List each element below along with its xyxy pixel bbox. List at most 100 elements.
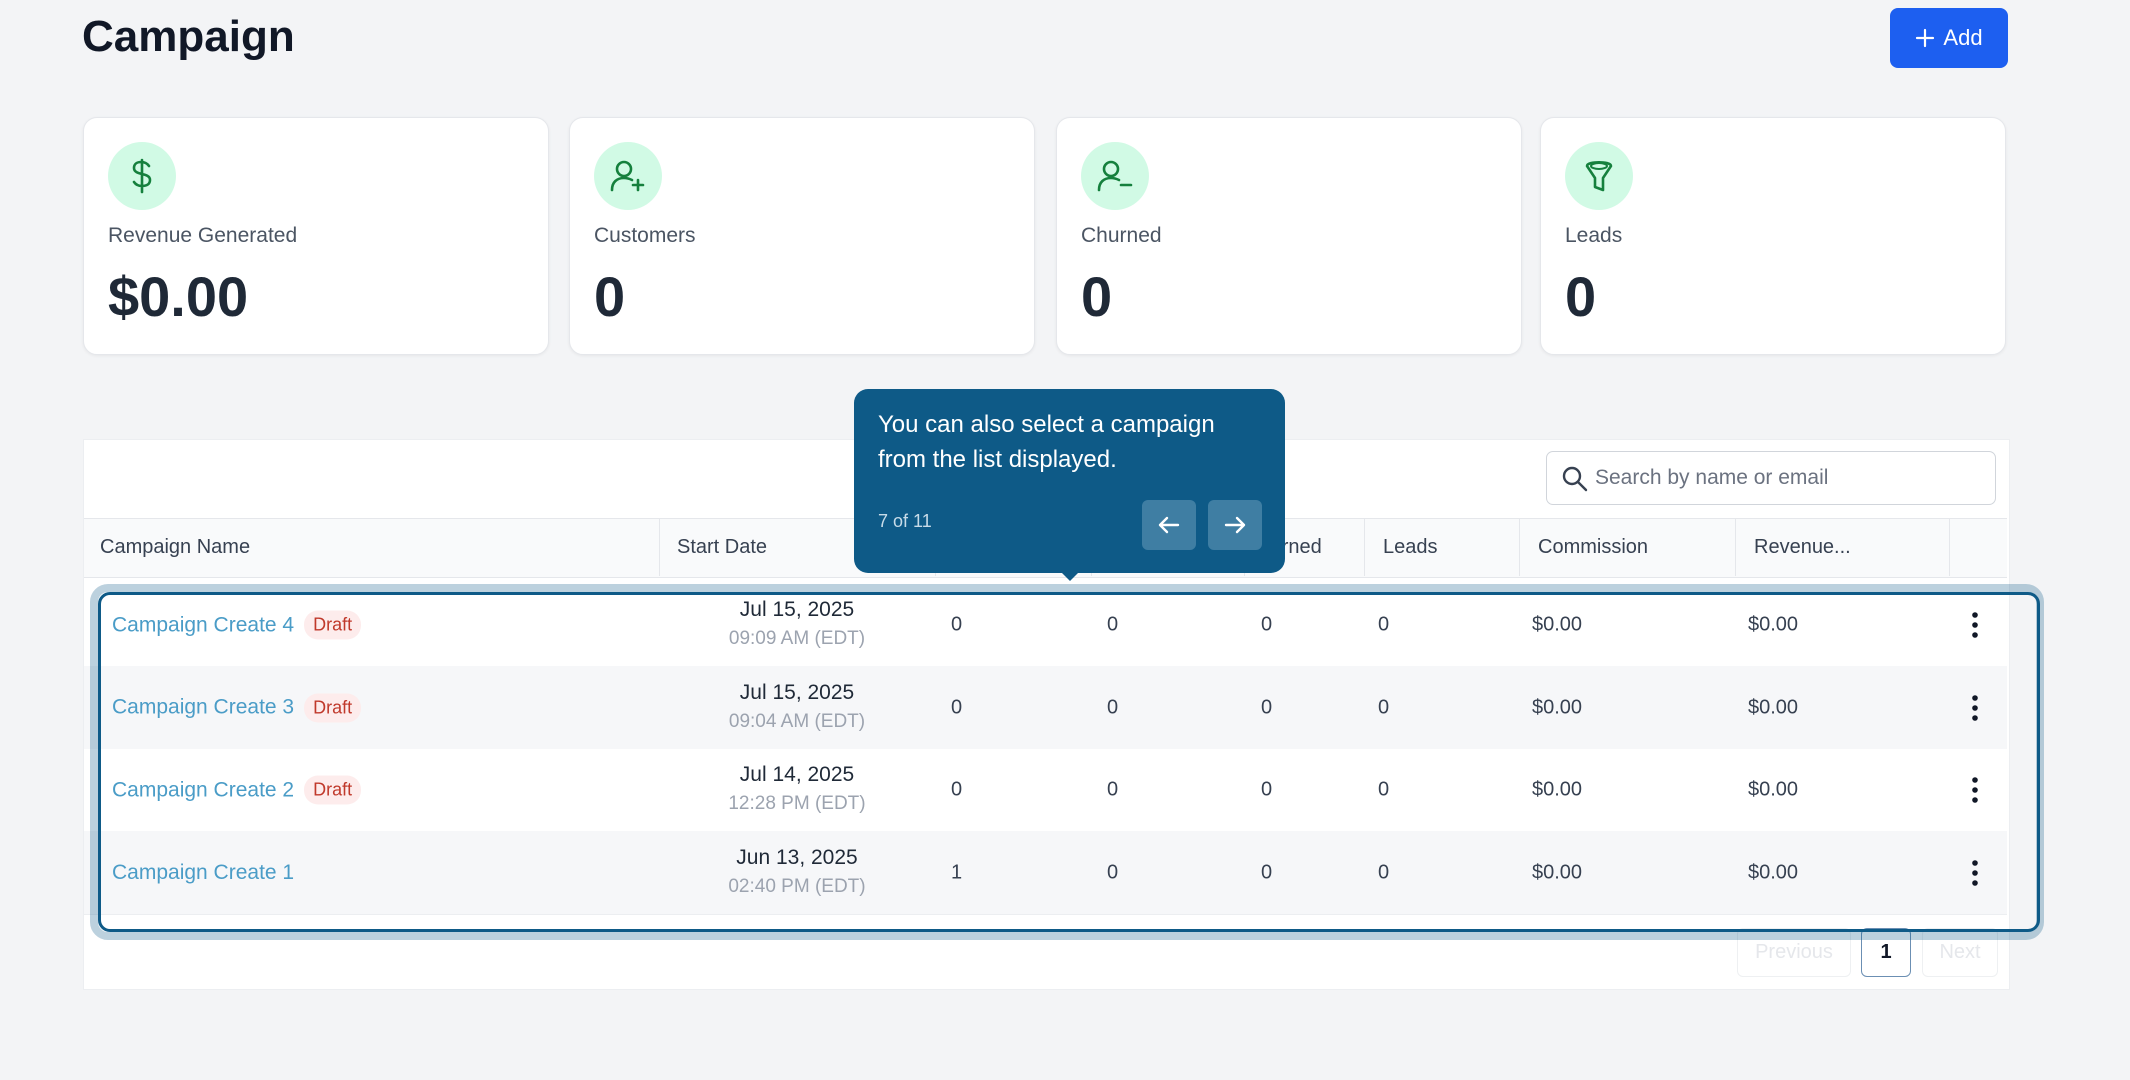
stat-card: Revenue Generated $0.00 — [83, 117, 549, 355]
tooltip-text: You can also select a campaign from the … — [878, 411, 1215, 473]
column-separator — [1519, 518, 1520, 576]
tooltip-back-button[interactable] — [1142, 500, 1196, 550]
stat-card: Churned 0 — [1056, 117, 1522, 355]
stat-icon — [108, 142, 176, 210]
stat-value: 0 — [1081, 265, 1113, 328]
table-cell: $0.00 — [1532, 778, 1583, 801]
column-separator — [1364, 518, 1365, 576]
table-cell: 0 — [951, 613, 963, 636]
kebab-icon — [1972, 694, 1978, 721]
table-cell: 0 — [951, 696, 963, 718]
next-button[interactable]: Next — [1922, 928, 1998, 977]
status-badge: Draft — [304, 775, 362, 805]
start-date: Jul 14, 2025 — [739, 763, 855, 786]
tour-tooltip: You can also select a campaign from the … — [854, 389, 1285, 581]
status-badge: Draft — [304, 610, 362, 640]
table-cell: $0.00 — [1748, 778, 1799, 801]
table-row — [84, 584, 2007, 667]
stat-label: Customers — [594, 224, 696, 247]
campaign-link[interactable]: Campaign Create 1 — [112, 860, 295, 884]
table-cell: $0.00 — [1748, 696, 1799, 718]
table-cell: 0 — [1378, 861, 1390, 883]
stat-label: Churned — [1081, 224, 1162, 247]
row-menu[interactable] — [1965, 694, 1985, 722]
table-cell: 0 — [1107, 696, 1119, 718]
stat-icon — [594, 142, 662, 210]
start-time: 09:09 AM (EDT) — [728, 628, 866, 649]
kebab-icon — [1972, 777, 1978, 803]
icon-glyph — [1097, 160, 1133, 192]
tooltip-next-button[interactable] — [1208, 500, 1262, 550]
page-title: Campaign — [82, 12, 295, 61]
stat-label: Revenue Generated — [108, 224, 298, 247]
start-date: Jul 15, 2025 — [739, 680, 855, 704]
tooltip-pointer — [1060, 571, 1080, 581]
table-cell: 0 — [1107, 861, 1119, 883]
kebab-icon — [1972, 612, 1978, 638]
kebab-icon — [1972, 859, 1978, 886]
start-time: 12:28 PM (EDT) — [728, 793, 866, 814]
table-cell: $0.00 — [1748, 613, 1799, 636]
table-cell: 0 — [1261, 778, 1273, 801]
stat-value: 0 — [594, 265, 626, 328]
highlight-frame — [98, 592, 2040, 932]
previous-button[interactable]: Previous — [1737, 928, 1851, 977]
stat-icon — [1565, 142, 1633, 210]
add-button[interactable]: Add — [1890, 8, 2008, 68]
name-cell: Campaign Create 4 Draft — [112, 610, 362, 640]
name-cell: Campaign Create 3 Draft — [112, 693, 362, 722]
campaign-link[interactable]: Campaign Create 4 — [112, 613, 295, 636]
table-row — [84, 749, 2007, 832]
back-arrow — [1158, 516, 1180, 534]
table-cell: 0 — [1107, 778, 1119, 801]
start-time: 02:40 PM (EDT) — [728, 875, 866, 897]
campaign-link[interactable]: Campaign Create 3 — [112, 695, 295, 719]
stat-card: Customers 0 — [569, 117, 1035, 355]
table-cell: 1 — [951, 861, 963, 883]
highlight-glow — [90, 584, 2044, 940]
campaign-link[interactable]: Campaign Create 2 — [112, 778, 295, 801]
table-cell: 0 — [1378, 613, 1390, 636]
name-cell: Campaign Create 1 — [112, 861, 294, 885]
start-time: 09:04 AM (EDT) — [728, 710, 866, 732]
row-menu[interactable] — [1965, 776, 1985, 804]
column-header: Revenue... — [1754, 536, 1851, 558]
table-row — [84, 831, 2007, 915]
search-icon — [1562, 466, 1588, 492]
add-label: Add — [1943, 25, 1983, 50]
table-cell: $0.00 — [1532, 613, 1583, 636]
column-separator — [1949, 518, 1950, 576]
status-badge: Draft — [304, 693, 362, 722]
stat-value: $0.00 — [108, 265, 249, 328]
table-cell: 0 — [1378, 696, 1390, 718]
name-cell: Campaign Create 2 Draft — [112, 775, 362, 805]
column-header: Leads — [1383, 536, 1438, 558]
table-cell: 0 — [1378, 778, 1390, 801]
row-menu[interactable] — [1965, 611, 1985, 639]
icon-glyph — [610, 160, 645, 192]
table-row — [84, 666, 2007, 750]
table-cell: $0.00 — [1532, 861, 1583, 883]
table-cell: 0 — [1261, 613, 1273, 636]
stat-label: Leads — [1565, 224, 1623, 247]
column-header: Campaign Name — [100, 536, 251, 558]
stat-value: 0 — [1565, 265, 1597, 328]
table-cell: $0.00 — [1748, 861, 1799, 883]
start-date: Jul 15, 2025 — [739, 598, 855, 621]
search-box[interactable]: Search by name or email — [1546, 451, 1996, 505]
plus-icon — [1916, 28, 1935, 48]
table-cell: 0 — [1261, 696, 1273, 718]
table-cell: 0 — [951, 778, 963, 801]
row-menu[interactable] — [1965, 859, 1985, 887]
page-button[interactable]: 1 — [1861, 928, 1911, 977]
start-date: Jun 13, 2025 — [736, 845, 858, 869]
icon-glyph — [132, 158, 152, 194]
next-arrow — [1224, 516, 1246, 534]
column-header: Start Date — [677, 536, 768, 558]
column-header: Commission — [1538, 536, 1649, 558]
table-cell: 0 — [1261, 861, 1273, 883]
table-cell: 0 — [1107, 613, 1119, 636]
stat-card: Leads 0 — [1540, 117, 2006, 355]
column-separator — [1735, 518, 1736, 576]
